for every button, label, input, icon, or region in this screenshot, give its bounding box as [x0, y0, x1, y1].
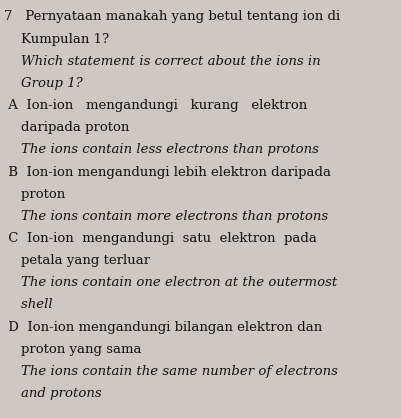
- Text: and protons: and protons: [4, 387, 101, 400]
- Text: 7   Pernyataan manakah yang betul tentang ion di: 7 Pernyataan manakah yang betul tentang …: [4, 10, 340, 23]
- Text: D  Ion-ion mengandungi bilangan elektron dan: D Ion-ion mengandungi bilangan elektron …: [4, 321, 322, 334]
- Text: Kumpulan 1?: Kumpulan 1?: [4, 33, 109, 46]
- Text: proton: proton: [4, 188, 65, 201]
- Text: The ions contain the same number of electrons: The ions contain the same number of elec…: [4, 365, 338, 378]
- Text: The ions contain one electron at the outermost: The ions contain one electron at the out…: [4, 276, 337, 289]
- Text: B  Ion-ion mengandungi lebih elektron daripada: B Ion-ion mengandungi lebih elektron dar…: [4, 166, 331, 178]
- Text: shell: shell: [4, 298, 53, 311]
- Text: petala yang terluar: petala yang terluar: [4, 254, 150, 267]
- Text: proton yang sama: proton yang sama: [4, 343, 142, 356]
- Text: Which statement is correct about the ions in: Which statement is correct about the ion…: [4, 55, 321, 68]
- Text: Group 1?: Group 1?: [4, 77, 83, 90]
- Text: daripada proton: daripada proton: [4, 121, 130, 134]
- Text: The ions contain more electrons than protons: The ions contain more electrons than pro…: [4, 210, 328, 223]
- Text: The ions contain less electrons than protons: The ions contain less electrons than pro…: [4, 143, 319, 156]
- Text: A  Ion-ion   mengandungi   kurang   elektron: A Ion-ion mengandungi kurang elektron: [4, 99, 307, 112]
- Text: C  Ion-ion  mengandungi  satu  elektron  pada: C Ion-ion mengandungi satu elektron pada: [4, 232, 317, 245]
